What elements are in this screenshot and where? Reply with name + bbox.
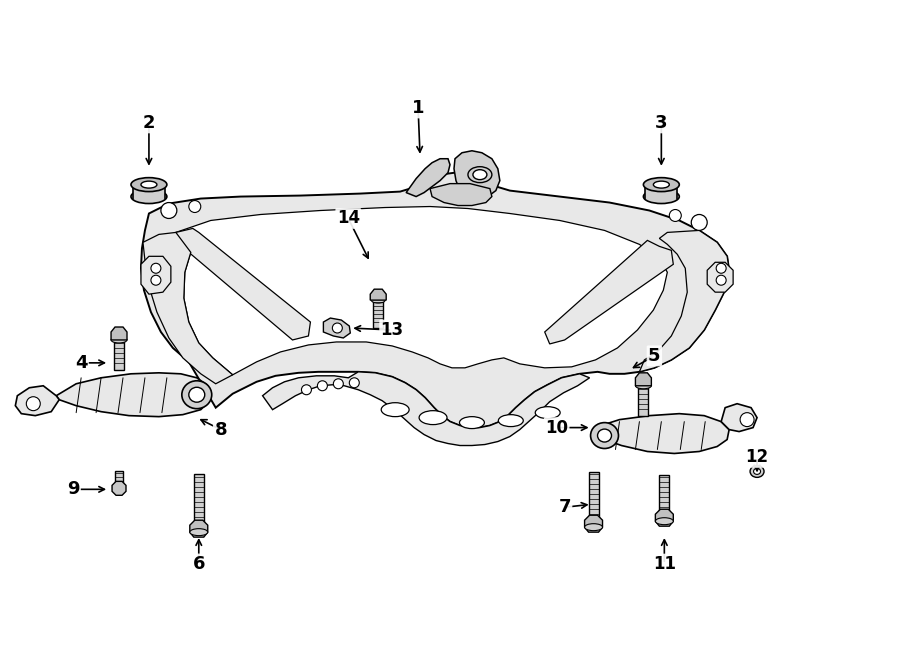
Ellipse shape [590,422,618,449]
Circle shape [189,200,201,212]
Ellipse shape [141,181,157,188]
Polygon shape [544,241,673,344]
Bar [133,184,165,198]
Ellipse shape [653,181,670,188]
Circle shape [349,378,359,388]
Bar [660,475,670,521]
Bar [194,475,203,532]
Polygon shape [370,289,386,300]
Ellipse shape [644,190,680,204]
Bar [115,471,123,491]
Text: 5: 5 [648,347,661,365]
Polygon shape [111,327,127,340]
Text: 6: 6 [193,555,205,573]
Polygon shape [190,520,208,537]
Polygon shape [112,481,126,495]
Polygon shape [176,229,310,340]
Ellipse shape [585,524,602,531]
Circle shape [318,381,328,391]
Text: 7: 7 [558,498,571,516]
Text: 8: 8 [214,420,227,439]
Text: 10: 10 [545,418,568,436]
Polygon shape [635,373,652,386]
Text: 4: 4 [75,354,87,372]
Circle shape [333,379,343,389]
Circle shape [670,210,681,221]
Circle shape [26,397,40,410]
Polygon shape [454,151,500,198]
Ellipse shape [468,167,492,182]
Polygon shape [721,404,757,432]
Ellipse shape [382,403,410,416]
Bar [645,184,678,198]
Polygon shape [707,262,733,292]
Text: 2: 2 [143,114,155,132]
Ellipse shape [472,170,487,180]
Polygon shape [585,515,602,532]
Polygon shape [406,159,450,196]
Ellipse shape [131,190,166,204]
Bar [114,340,124,370]
Circle shape [716,275,726,285]
Ellipse shape [190,529,208,535]
Circle shape [691,214,707,231]
Ellipse shape [655,518,673,525]
Ellipse shape [750,465,764,477]
Polygon shape [15,386,59,416]
Bar [374,300,383,328]
Circle shape [740,412,754,426]
Text: 12: 12 [745,448,769,467]
Ellipse shape [189,387,205,402]
Ellipse shape [111,337,127,343]
Circle shape [716,263,726,273]
Circle shape [332,323,342,333]
Polygon shape [141,173,729,428]
Polygon shape [655,509,673,526]
Polygon shape [176,206,667,375]
Polygon shape [141,256,171,294]
Text: 14: 14 [337,210,360,227]
Polygon shape [263,372,590,446]
Ellipse shape [460,416,484,428]
Polygon shape [323,318,350,338]
Polygon shape [143,233,233,384]
Circle shape [161,202,176,219]
Bar [589,473,598,527]
Polygon shape [595,414,729,453]
Ellipse shape [371,297,385,303]
Polygon shape [430,184,492,206]
Circle shape [151,263,161,273]
Text: 3: 3 [655,114,668,132]
Ellipse shape [499,414,523,426]
Text: 9: 9 [67,481,79,498]
Bar [638,386,648,416]
Ellipse shape [635,383,652,389]
Ellipse shape [598,429,611,442]
Ellipse shape [644,178,680,192]
Polygon shape [639,231,729,372]
Text: 11: 11 [652,555,676,573]
Polygon shape [56,373,211,416]
Circle shape [302,385,311,395]
Text: 13: 13 [381,321,404,339]
Circle shape [151,275,161,285]
Ellipse shape [182,381,212,408]
Ellipse shape [536,407,560,418]
Ellipse shape [753,469,760,475]
Ellipse shape [419,410,447,424]
Ellipse shape [131,178,166,192]
Text: 1: 1 [412,99,424,117]
